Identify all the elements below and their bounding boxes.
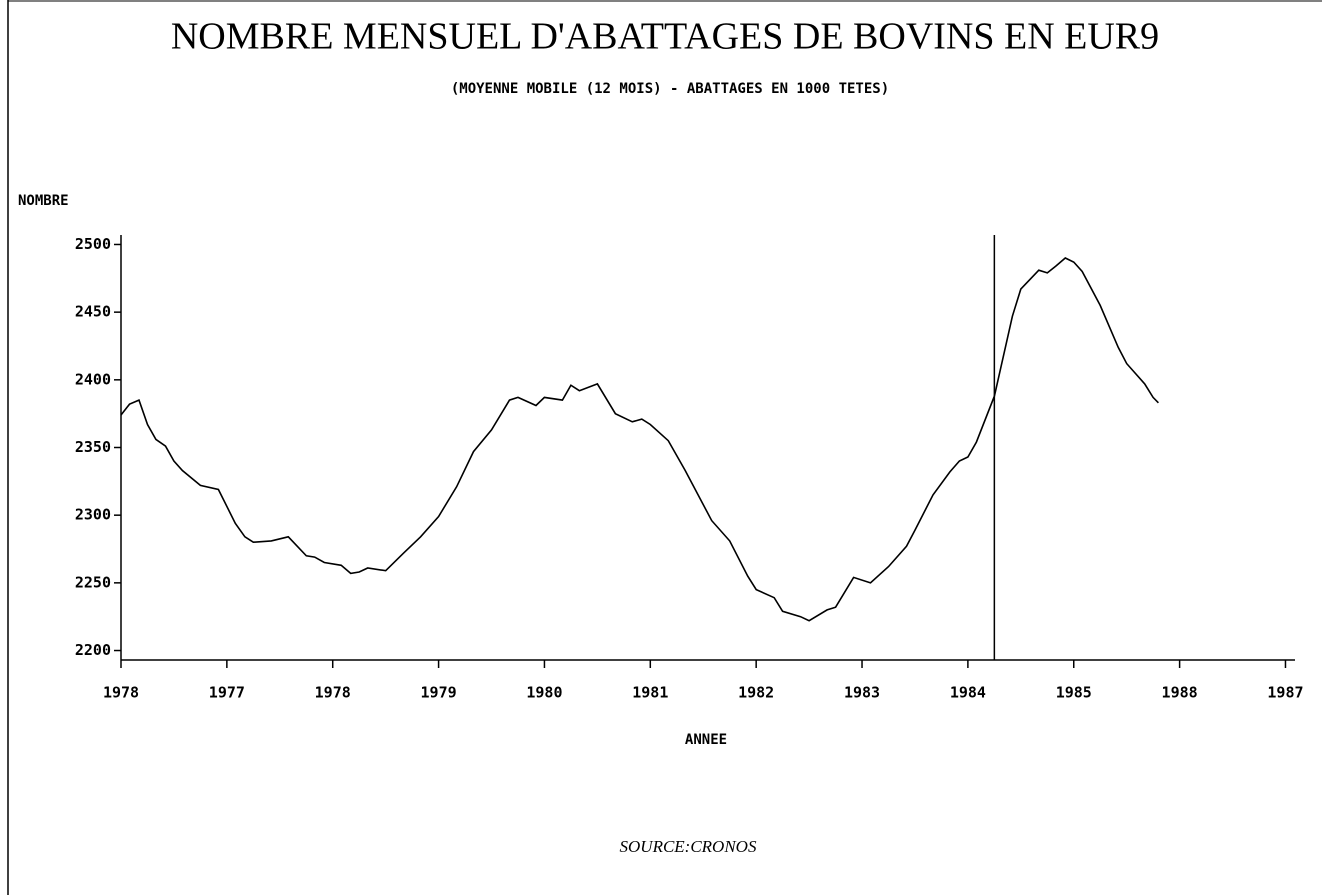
- x-axis-label: ANNEE: [685, 732, 727, 748]
- source-note: SOURCE:CRONOS: [620, 837, 757, 856]
- x-tick-label: 1977: [209, 684, 245, 702]
- x-tick-label: 1978: [315, 684, 351, 702]
- data-line: [120, 257, 1159, 622]
- x-tick-label: 1983: [844, 684, 880, 702]
- y-tick-label: 2400: [75, 370, 111, 388]
- y-tick-label: 2350: [75, 438, 111, 456]
- x-tick-label: 1985: [1056, 684, 1092, 702]
- chart-subtitle: (MOYENNE MOBILE (12 MOIS) - ABATTAGES EN…: [451, 81, 889, 97]
- chart-title: NOMBRE MENSUEL D'ABATTAGES DE BOVINS EN …: [171, 16, 1159, 58]
- y-tick-label: 2300: [75, 506, 111, 524]
- x-tick-label: 1981: [632, 684, 668, 702]
- y-tick-label: 2200: [75, 641, 111, 659]
- y-tick-label: 2250: [75, 573, 111, 591]
- x-tick-label: 1987: [1267, 684, 1303, 702]
- x-tick-label: 1978: [103, 684, 139, 702]
- y-tick-label: 2500: [75, 235, 111, 253]
- x-tick-label: 1979: [421, 684, 457, 702]
- x-tick-label: 1980: [526, 684, 562, 702]
- y-tick-label: 2450: [75, 303, 111, 321]
- x-tick-label: 1984: [950, 684, 986, 702]
- x-tick-label: 1988: [1162, 684, 1198, 702]
- x-tick-label: 1982: [738, 684, 774, 702]
- y-axis-label: NOMBRE: [18, 193, 69, 209]
